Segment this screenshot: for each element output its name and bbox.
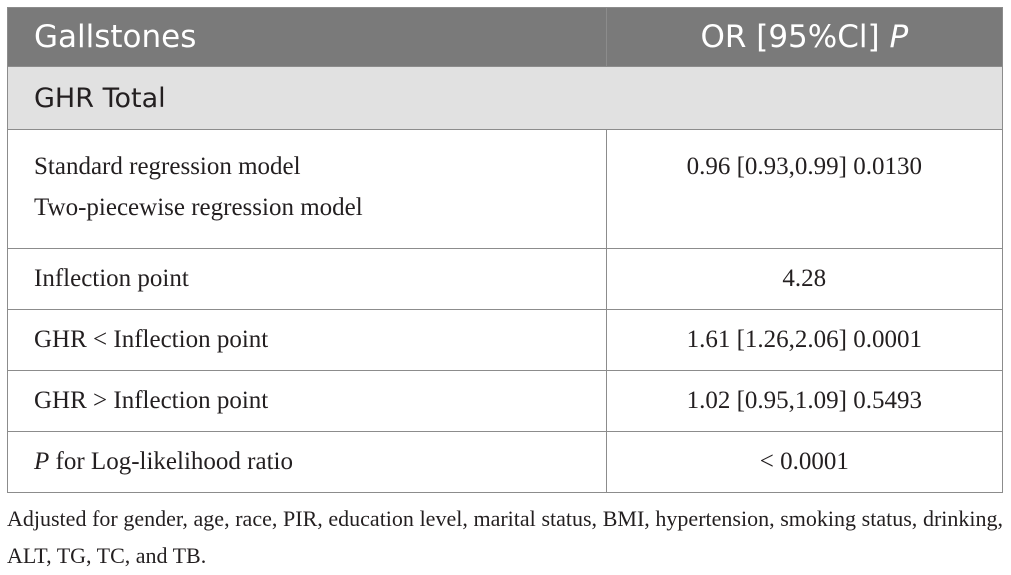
table-footnote: Adjusted for gender, age, race, PIR, edu… (7, 506, 1003, 568)
log-likelihood-text: for Log-likelihood ratio (49, 448, 293, 475)
row-label-models: Standard regression model Two-piecewise … (7, 129, 607, 249)
header-or-ci-p: OR [95%Cl] P (605, 7, 1004, 67)
p-symbol: P (34, 448, 50, 475)
table-row: GHR < Inflection point 1.61 [1.26,2.06] … (7, 309, 1004, 371)
row-label-log-likelihood: P for Log-likelihood ratio (7, 431, 607, 493)
table-row: Inflection point 4.28 (7, 248, 1004, 310)
row-label-inflection-point: Inflection point (7, 248, 607, 310)
table-row: P for Log-likelihood ratio < 0.0001 (7, 431, 1004, 493)
row-label-above-inflection: GHR > Inflection point (7, 370, 607, 432)
row-value-log-likelihood: < 0.0001 (605, 431, 1004, 493)
row-value-inflection-point: 4.28 (605, 248, 1004, 310)
header-or-ci-text: OR [95%Cl] (700, 19, 890, 55)
group-label-ghr-total: GHR Total (7, 66, 1003, 130)
results-table: Gallstones OR [95%Cl] P GHR Total Standa… (7, 7, 1004, 493)
table-row: GHR > Inflection point 1.02 [0.95,1.09] … (7, 370, 1004, 432)
row-label-below-inflection: GHR < Inflection point (7, 309, 607, 371)
row-value-standard-model: 0.96 [0.93,0.99] 0.0130 (605, 129, 1004, 249)
row-value-below-inflection: 1.61 [1.26,2.06] 0.0001 (605, 309, 1004, 371)
row-label-standard-model: Standard regression model (34, 153, 301, 180)
header-row: Gallstones OR [95%Cl] P (7, 7, 1004, 67)
group-row: GHR Total (7, 66, 1003, 130)
header-gallstones: Gallstones (7, 7, 607, 67)
table-row: Standard regression model Two-piecewise … (7, 129, 1004, 249)
row-label-two-piecewise-model: Two-piecewise regression model (34, 194, 363, 221)
row-value-above-inflection: 1.02 [0.95,1.09] 0.5493 (605, 370, 1004, 432)
header-p-symbol: P (889, 19, 909, 55)
